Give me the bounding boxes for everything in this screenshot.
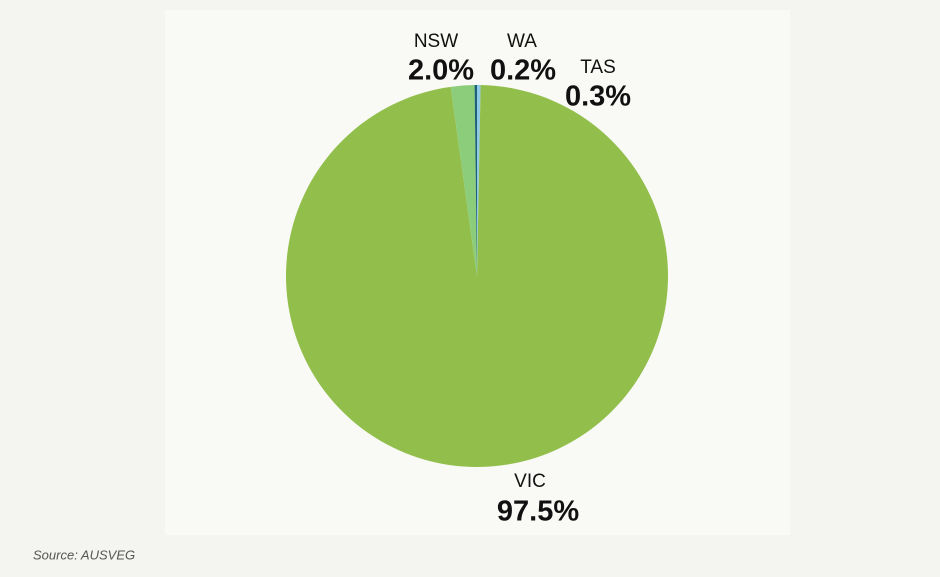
pie-slice	[450, 85, 477, 277]
slice-name: TAS	[580, 57, 616, 78]
pie-slice	[477, 85, 481, 276]
slice-value: 2.0%	[408, 55, 474, 87]
source: Source: AUSVEG	[33, 547, 135, 562]
slice-value: 0.2%	[490, 55, 556, 87]
slice-name: WA	[507, 31, 537, 52]
slice-value: 97.5%	[497, 496, 579, 528]
slice-name: VIC	[514, 471, 546, 492]
pie-slice	[286, 85, 669, 467]
pie-slice	[474, 85, 477, 276]
slice-name: NSW	[414, 31, 458, 52]
slice-value: 0.3%	[565, 81, 631, 113]
